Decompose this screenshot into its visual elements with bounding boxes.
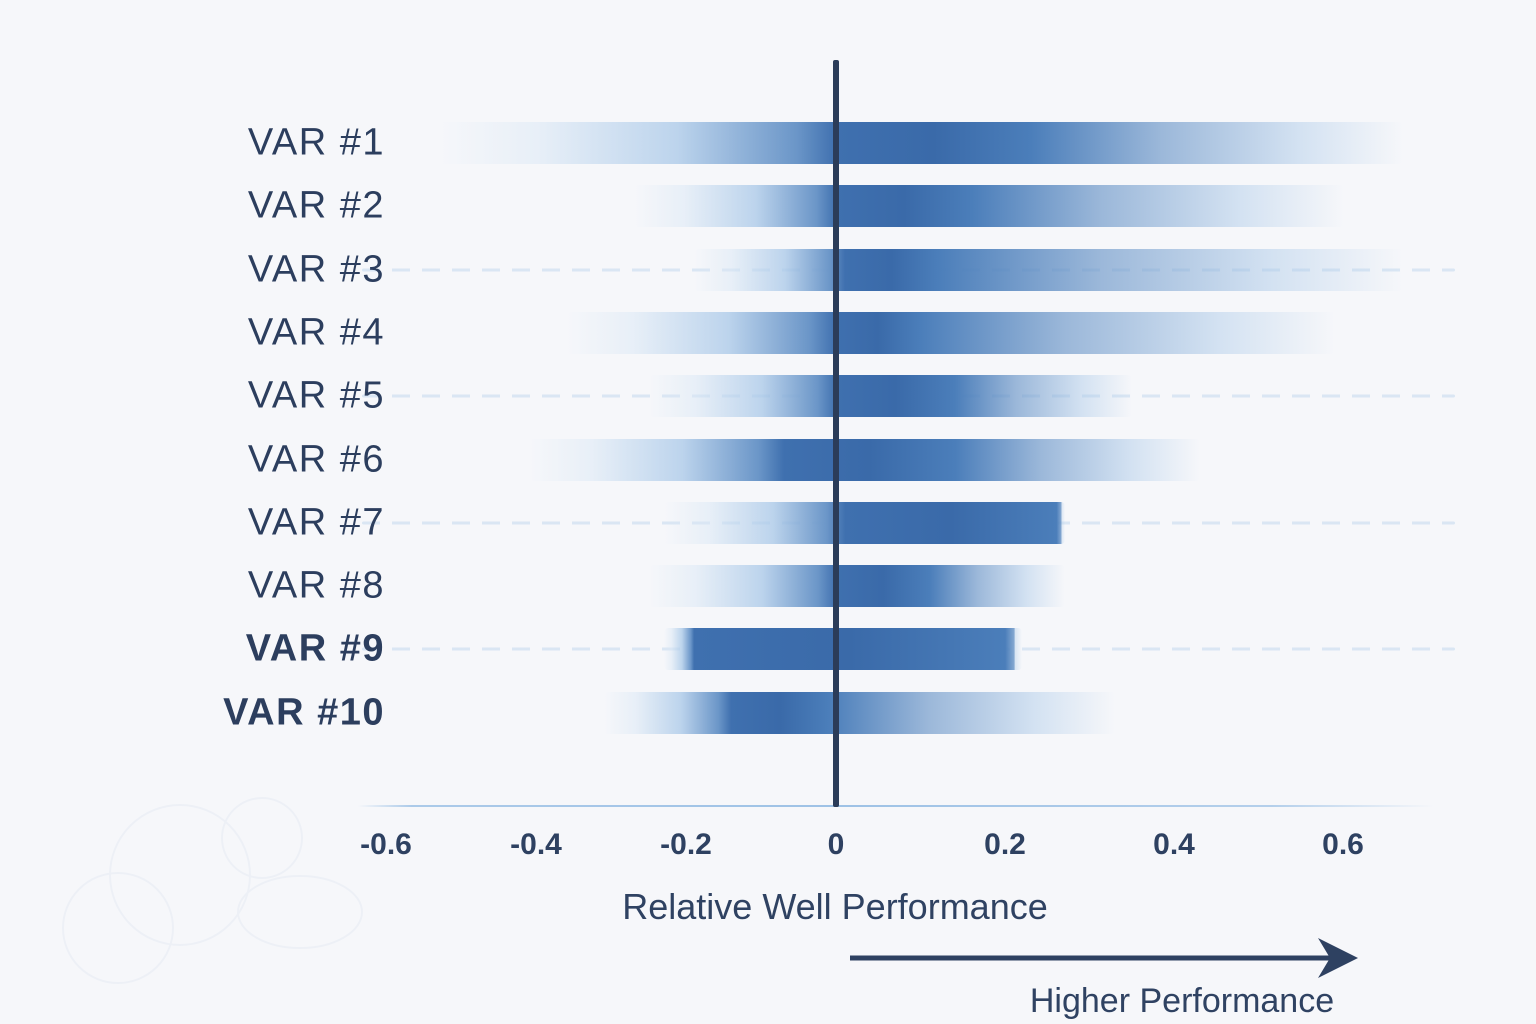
row-bar xyxy=(649,375,1132,418)
higher-performance-arrow xyxy=(850,938,1358,978)
chart-row: VAR #5 xyxy=(0,374,1536,418)
row-label: VAR #3 xyxy=(247,248,385,291)
watermark-circle xyxy=(109,804,251,946)
x-axis-tick-label: 0.2 xyxy=(984,828,1026,861)
chart-row: VAR #3 xyxy=(0,248,1536,291)
row-bar xyxy=(529,438,1200,481)
row-label: VAR #9 xyxy=(245,627,385,670)
row-label: VAR #8 xyxy=(247,564,385,607)
x-axis-tick-label: 0.4 xyxy=(1153,828,1195,861)
x-axis-tick-label: 0.6 xyxy=(1322,828,1364,861)
x-axis-tick-label: -0.4 xyxy=(510,828,562,861)
chart-row: VAR #4 xyxy=(0,311,1536,354)
chart-row: VAR #8 xyxy=(0,564,1536,608)
chart-row: VAR #9 xyxy=(0,627,1536,671)
row-bar xyxy=(439,122,1403,164)
arrow-head xyxy=(1318,938,1358,978)
chart-row: VAR #2 xyxy=(0,184,1536,228)
row-bar xyxy=(649,565,1065,608)
row-bar xyxy=(604,691,1115,734)
watermark-ellipse xyxy=(237,875,363,949)
row-bar xyxy=(634,185,1344,228)
arrow-annotation: Higher Performance xyxy=(1029,982,1335,1020)
watermark-circle xyxy=(221,797,303,879)
row-label: VAR #2 xyxy=(247,184,385,227)
watermark-shapes xyxy=(62,797,363,984)
zero-axis-line xyxy=(833,60,839,807)
row-label: VAR #10 xyxy=(223,691,385,734)
row-bar xyxy=(664,501,1065,544)
row-label: VAR #4 xyxy=(247,311,385,354)
row-bar xyxy=(664,628,1022,671)
x-axis-line xyxy=(358,805,1434,807)
chart-row: VAR #7 xyxy=(0,501,1536,544)
row-label: VAR #5 xyxy=(247,374,385,417)
row-label: VAR #6 xyxy=(247,438,385,480)
x-axis-tick-label: -0.2 xyxy=(660,828,712,861)
chart-row: VAR #10 xyxy=(0,691,1536,734)
chart-row: VAR #6 xyxy=(0,438,1536,481)
row-bar xyxy=(694,248,1403,291)
row-label: VAR #1 xyxy=(247,121,385,164)
x-axis-title: Relative Well Performance xyxy=(622,886,1048,927)
x-axis-tick-label: 0 xyxy=(827,828,845,861)
row-bar xyxy=(566,311,1335,354)
chart-row: VAR #1 xyxy=(0,122,1536,164)
watermark-circle xyxy=(62,872,174,984)
x-axis-tick-label: -0.6 xyxy=(360,828,412,861)
row-label: VAR #7 xyxy=(247,501,385,544)
